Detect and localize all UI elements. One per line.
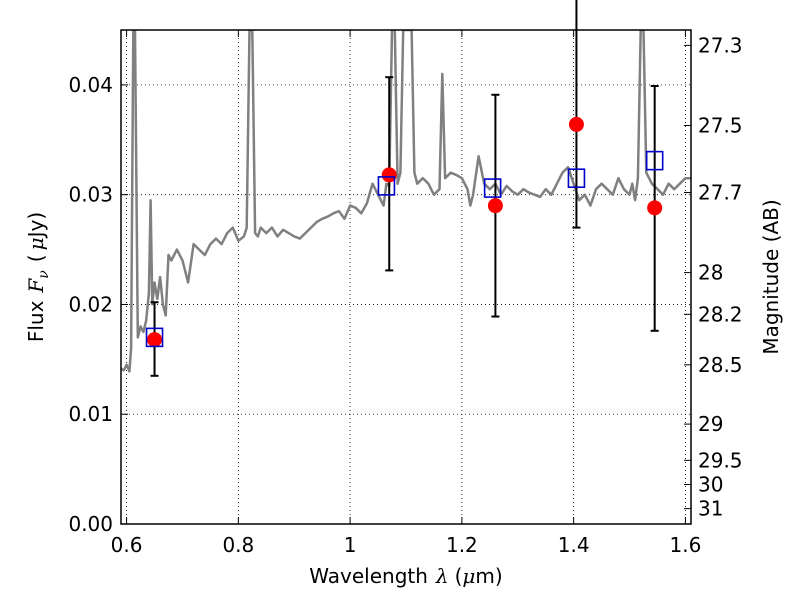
- y-tick-label: 0.04: [68, 73, 113, 97]
- model-spectrum-line: [121, 30, 691, 373]
- x-tick-label: 1: [344, 533, 357, 557]
- x-tick-label: 1.4: [558, 533, 590, 557]
- model-photometry-square: [377, 176, 396, 196]
- observed-point: [487, 198, 503, 214]
- observed-point: [647, 200, 663, 216]
- y2-tick-label: 29.5: [698, 448, 743, 472]
- observed-point: [381, 167, 397, 183]
- y-tick-label: 0.03: [68, 183, 113, 207]
- y-axis: 0.00 0.01 0.02 0.03 0.04: [68, 73, 128, 536]
- x-tick-label: 0.6: [111, 533, 143, 557]
- x-tick-label: 0.8: [222, 533, 254, 557]
- x-axis-label: Wavelength λ (μm): [309, 564, 502, 588]
- x-tick-label: 1.2: [446, 533, 478, 557]
- y-tick-label: 0.02: [68, 292, 113, 316]
- model-photometry-square: [145, 327, 164, 348]
- model-photometry-square: [483, 178, 502, 198]
- y2-tick-label: 28: [698, 261, 723, 285]
- y2-tick-label: 31: [698, 497, 723, 521]
- y2-tick-label: 29: [698, 412, 723, 436]
- y2-tick-label: 28.5: [698, 353, 743, 377]
- y-tick-label: 0.01: [68, 402, 113, 426]
- plot-background: [121, 30, 691, 524]
- y2-tick-label: 27.3: [698, 33, 743, 57]
- y2-tick-label: 28.2: [698, 302, 743, 326]
- y-axis-label: FluxFν(μJy): [24, 212, 52, 342]
- y2-axis-label: Magnitude (AB): [759, 199, 783, 354]
- plot-frame: [120, 29, 692, 525]
- data-points: [145, 0, 664, 377]
- y2-tick-label: 27.7: [698, 180, 743, 204]
- x-axis: 0.6 0.8 1 1.2 1.4 1.6: [111, 30, 702, 557]
- model-photometry-square: [567, 168, 586, 188]
- plot-area: [121, 30, 691, 373]
- y2-tick-label: 30: [698, 472, 723, 496]
- observed-point: [568, 116, 584, 132]
- model-photometry-square: [645, 150, 664, 171]
- y-tick-label: 0.00: [68, 512, 113, 536]
- x-tick-label: 1.6: [670, 533, 702, 557]
- observed-point: [147, 332, 163, 348]
- y2-tick-label: 27.5: [698, 114, 743, 138]
